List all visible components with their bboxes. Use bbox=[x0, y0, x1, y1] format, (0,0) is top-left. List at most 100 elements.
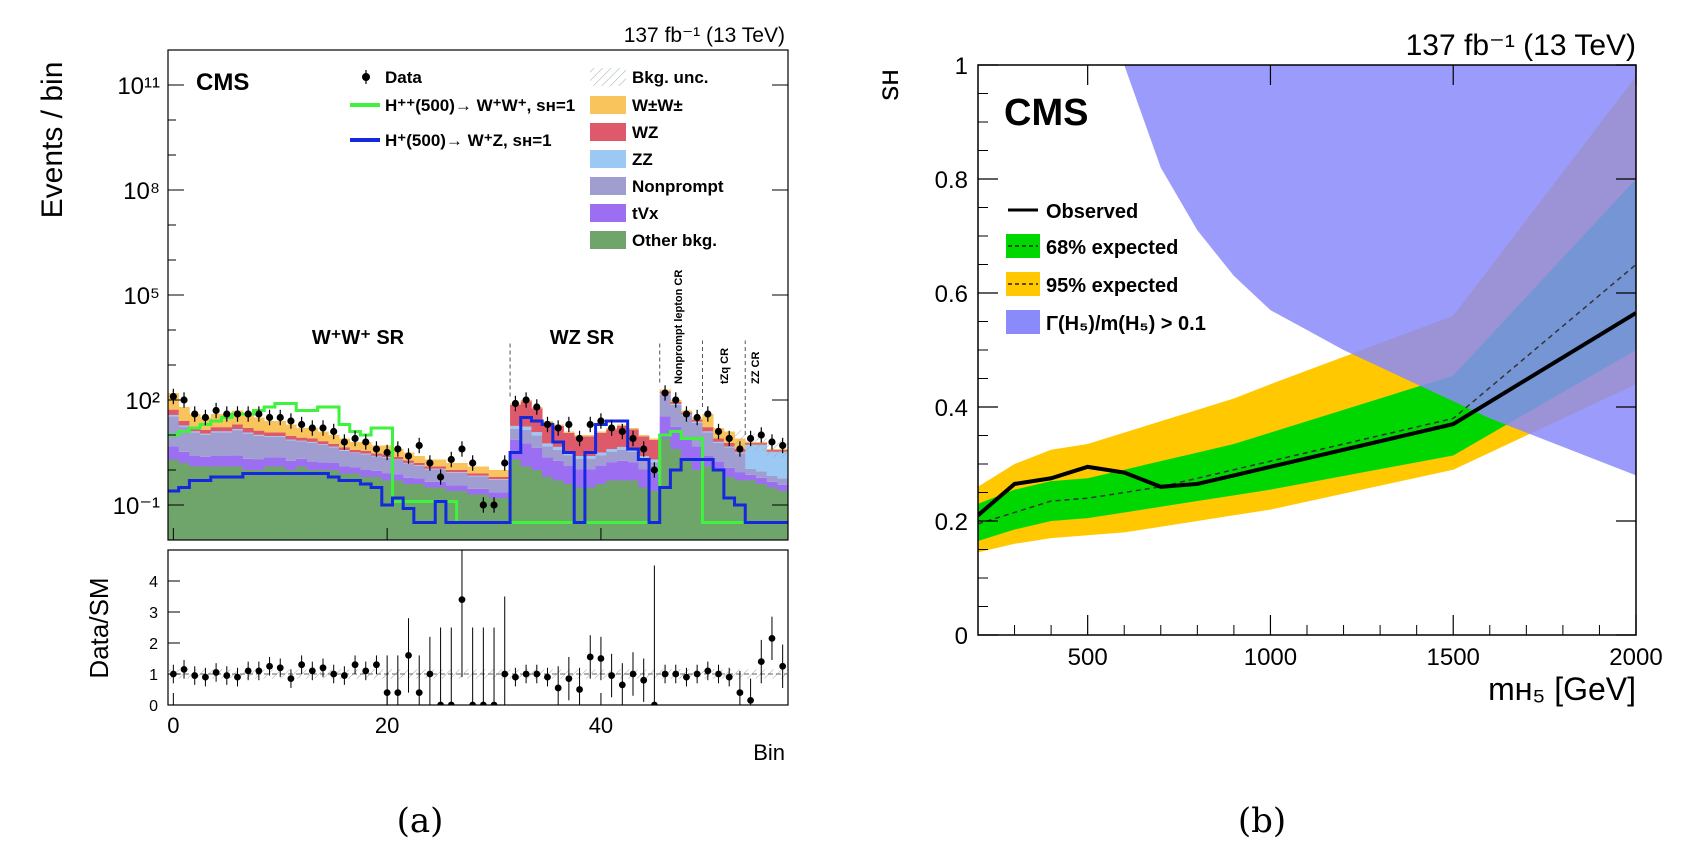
bar-wz bbox=[306, 438, 319, 442]
bar-other bbox=[723, 477, 735, 540]
ratio-point bbox=[362, 667, 370, 675]
bar-wpwp bbox=[488, 470, 500, 477]
bar-other bbox=[264, 466, 276, 540]
bar-tvx bbox=[285, 460, 297, 470]
bar-other bbox=[317, 470, 329, 540]
bar-tvx bbox=[681, 437, 693, 460]
bar-other bbox=[510, 459, 522, 540]
bar-zz bbox=[360, 453, 372, 455]
bar-nonprompt bbox=[659, 394, 671, 417]
bar-tvx bbox=[242, 458, 254, 470]
bar-wz bbox=[542, 422, 554, 444]
ratio-point bbox=[351, 661, 359, 669]
bar-wz bbox=[264, 432, 276, 437]
bar-wpwp bbox=[253, 417, 265, 431]
legend-68-text: 68% expected bbox=[1046, 237, 1178, 259]
bar-other bbox=[467, 494, 479, 540]
bar-zz bbox=[702, 431, 714, 433]
bar-nonprompt bbox=[306, 442, 319, 462]
bar-other bbox=[381, 480, 393, 540]
bar-wz bbox=[445, 470, 458, 473]
data-point bbox=[255, 410, 263, 418]
bar-wz bbox=[232, 424, 244, 429]
bar-tvx bbox=[232, 455, 244, 467]
bar-nonprompt bbox=[584, 458, 596, 470]
data-point bbox=[201, 413, 210, 422]
bar-zz bbox=[606, 449, 618, 452]
bar-wz bbox=[649, 439, 661, 460]
bar-zz bbox=[339, 450, 351, 451]
ratio-point bbox=[479, 701, 487, 705]
region-label-zz: ZZ CR bbox=[750, 352, 762, 384]
bar-other bbox=[371, 477, 383, 540]
bar-other bbox=[392, 480, 404, 540]
ratio-point bbox=[469, 701, 477, 705]
b-ytick-label: 0 bbox=[955, 623, 968, 650]
ratio-point bbox=[490, 701, 498, 705]
a-ytick-label: 10⁸ bbox=[123, 178, 160, 205]
a-y-axis: 10⁻¹ 10² 10⁵ 10⁸ 10¹¹ bbox=[113, 49, 788, 541]
ratio-point bbox=[512, 673, 519, 681]
data-point bbox=[714, 427, 723, 436]
bar-nonprompt bbox=[755, 471, 768, 478]
bar-tvx bbox=[552, 460, 564, 481]
data-point bbox=[586, 420, 594, 429]
bar-tvx bbox=[456, 485, 468, 491]
bar-nonprompt bbox=[339, 450, 351, 467]
b-ytick-label: 0.2 bbox=[935, 509, 968, 536]
data-point bbox=[436, 473, 445, 481]
ratio-point bbox=[383, 689, 391, 696]
bar-tvx bbox=[606, 462, 618, 481]
bar-nonprompt bbox=[616, 449, 629, 461]
bar-other bbox=[349, 473, 361, 540]
bar-wz bbox=[328, 443, 340, 447]
bar-nonprompt bbox=[328, 447, 340, 463]
ratio-point bbox=[704, 667, 712, 675]
bar-other bbox=[542, 477, 554, 540]
ratio-point bbox=[736, 689, 744, 696]
ratio-point bbox=[779, 662, 787, 670]
ratio-point bbox=[202, 673, 209, 681]
bar-other bbox=[210, 466, 222, 540]
bar-wz bbox=[563, 432, 575, 453]
bar-other bbox=[745, 480, 757, 540]
bar-wz bbox=[360, 450, 372, 454]
a-legend: Data H⁺⁺(500)→ W⁺W⁺, sʜ=1 H⁺(500)→ W⁺Z, … bbox=[350, 68, 724, 250]
bar-wpwp bbox=[264, 421, 276, 433]
bar-wz bbox=[478, 473, 490, 476]
bar-wz bbox=[606, 429, 618, 449]
bar-tvx bbox=[221, 456, 233, 467]
region-label-wz: WZ SR bbox=[550, 327, 615, 349]
bar-wpwp bbox=[584, 435, 596, 437]
bar-zz bbox=[531, 432, 543, 436]
data-point bbox=[276, 413, 284, 422]
ratio-point bbox=[586, 653, 594, 661]
bar-other bbox=[531, 470, 543, 540]
bar-wpwp bbox=[595, 431, 607, 433]
bar-zz bbox=[189, 431, 201, 433]
bar-nonprompt bbox=[723, 447, 735, 468]
ratio-point bbox=[330, 670, 338, 678]
bar-zz bbox=[296, 440, 308, 442]
bar-zz bbox=[542, 443, 554, 447]
legend-hpp-text: H⁺⁺(500)→ W⁺W⁺, sʜ=1 bbox=[385, 96, 575, 115]
a-ratio-ylabel: Data/SM bbox=[84, 577, 114, 678]
ratio-point bbox=[747, 696, 754, 704]
ratio-point bbox=[266, 662, 273, 670]
bar-other bbox=[328, 470, 340, 540]
bar-zz bbox=[510, 425, 522, 429]
bar-nonprompt bbox=[713, 442, 725, 462]
bar-tvx bbox=[499, 492, 511, 498]
bar-wz bbox=[168, 409, 180, 415]
legend-wpwp-text: W±W± bbox=[632, 96, 683, 115]
b-ylabel: sʜ bbox=[872, 69, 905, 101]
bar-zz bbox=[306, 441, 319, 443]
ratio-point bbox=[565, 675, 573, 683]
a-ytick-label: 10⁻¹ bbox=[113, 493, 160, 520]
bar-other bbox=[520, 466, 532, 540]
data-point bbox=[768, 438, 776, 446]
bar-nonprompt bbox=[627, 451, 639, 463]
data-point bbox=[265, 413, 274, 422]
bar-wz bbox=[510, 404, 522, 426]
legend-other-text: Other bkg. bbox=[632, 231, 717, 250]
